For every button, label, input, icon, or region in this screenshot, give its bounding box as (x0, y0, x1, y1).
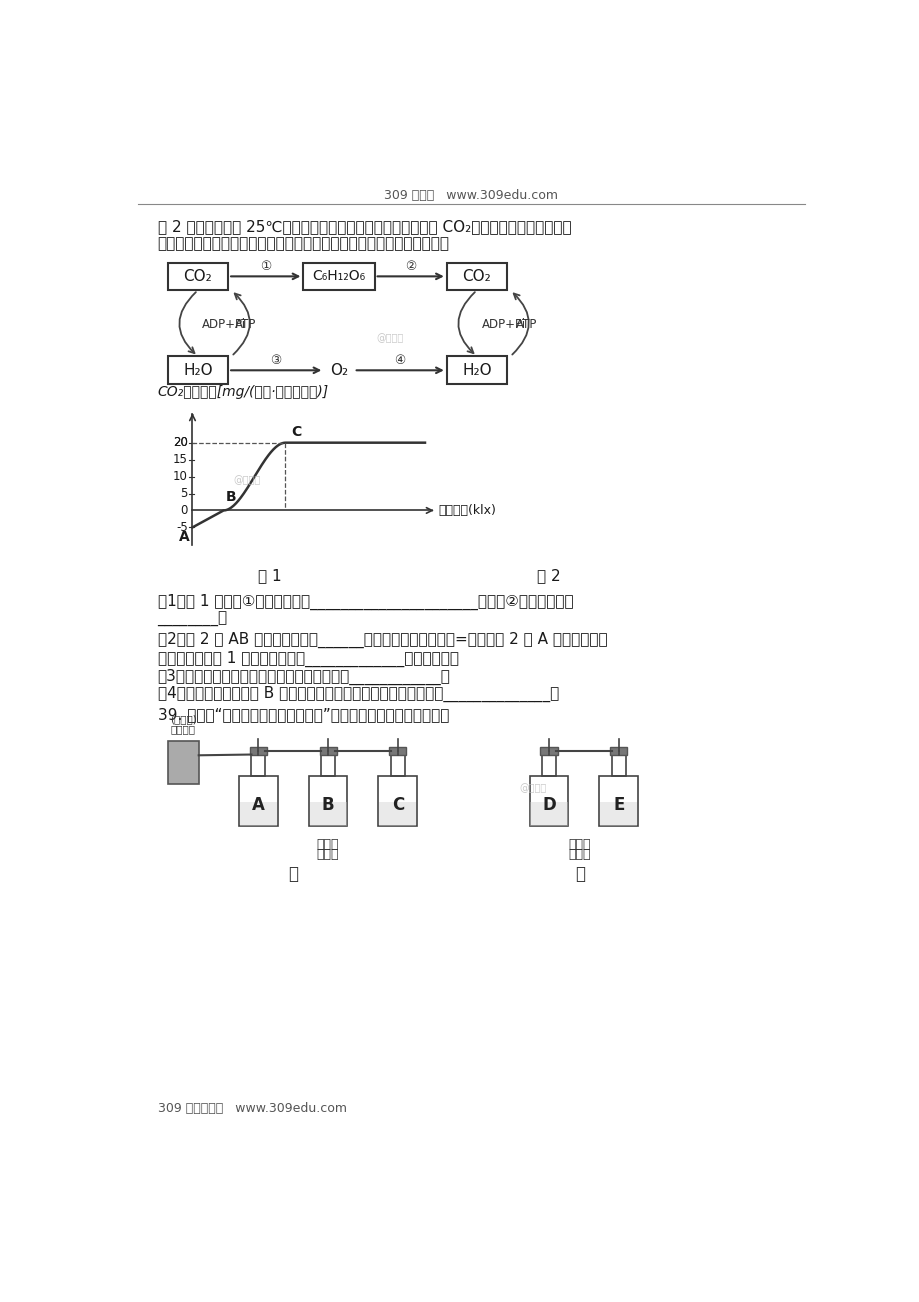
Bar (599, 802, 637, 827)
Text: A: A (178, 530, 189, 544)
Bar (167, 357, 228, 384)
Bar (391, 755, 404, 776)
Bar (319, 747, 336, 755)
Bar (309, 802, 346, 827)
Bar (598, 776, 638, 827)
Text: （2）图 2 中 AB 段表示光合速率______呼吸速率（填＞、＜或=），在图 2 中 A 点的条件下，: （2）图 2 中 AB 段表示光合速率______呼吸速率（填＞、＜或=），在图… (157, 631, 607, 648)
Text: 接橡皮管: 接橡皮管 (171, 724, 196, 734)
Bar (611, 755, 625, 776)
Text: E: E (612, 796, 624, 814)
Text: -5: -5 (176, 521, 187, 534)
Text: （3）光合作用需要的色素分布场所是叶綠体的____________。: （3）光合作用需要的色素分布场所是叶綠体的____________。 (157, 669, 450, 685)
Text: ATP: ATP (235, 318, 256, 331)
Text: 图 2: 图 2 (537, 568, 561, 583)
Text: 图 2 表示该植物在 25℃、不同光照强度下净光合作用速率（用 CO₂吸收速率表示）的变化，: 图 2 表示该植物在 25℃、不同光照强度下净光合作用速率（用 CO₂吸收速率表… (157, 219, 571, 234)
Bar (167, 263, 228, 290)
Text: 甲: 甲 (288, 865, 298, 883)
Text: （1）图 1 中反应①发生的场所是______________________，反应②发生的场所是: （1）图 1 中反应①发生的场所是______________________，… (157, 594, 573, 609)
Bar (309, 776, 347, 827)
Text: 该植物能完成图 1 中的生理过程有_____________（填序号）。: 该植物能完成图 1 中的生理过程有_____________（填序号）。 (157, 651, 459, 667)
Text: @正确云: @正确云 (233, 475, 260, 484)
Text: ①: ① (259, 260, 271, 273)
Text: CO₂: CO₂ (462, 268, 491, 284)
Bar (378, 776, 417, 827)
Bar (529, 776, 568, 827)
Text: CO₂吸收速率[mg/(小时·单位叶面积)]: CO₂吸收速率[mg/(小时·单位叶面积)] (157, 385, 328, 398)
Bar (251, 755, 265, 776)
Text: 乙: 乙 (574, 865, 584, 883)
Text: C: C (291, 424, 301, 439)
Text: 培养液: 培养液 (316, 848, 339, 861)
Text: 培养液: 培养液 (568, 848, 591, 861)
Text: @正确云: @正确云 (376, 333, 403, 344)
Text: C: C (391, 796, 403, 814)
Text: 0: 0 (180, 504, 187, 517)
Text: 酵母菌: 酵母菌 (568, 837, 591, 850)
Text: H₂O: H₂O (183, 363, 212, 378)
Text: 5: 5 (180, 487, 187, 500)
Bar (447, 357, 506, 384)
Text: 光照强度(klx): 光照强度(klx) (437, 504, 495, 517)
Bar (541, 755, 555, 776)
Text: 10: 10 (173, 470, 187, 483)
Text: 309 教育资源库   www.309edu.com: 309 教育资源库 www.309edu.com (157, 1101, 346, 1115)
Bar (530, 802, 567, 827)
Bar (303, 263, 374, 290)
Text: ②: ② (405, 260, 416, 273)
Text: CO₂: CO₂ (184, 268, 212, 284)
Text: 净光合作用速率是指总光合作用速率与呼吸作用速率之差。请据图回答：: 净光合作用速率是指总光合作用速率与呼吸作用速率之差。请据图回答： (157, 237, 449, 251)
Text: ________。: ________。 (157, 612, 228, 628)
Bar (539, 747, 557, 755)
Bar (240, 802, 277, 827)
Text: C₆H₁₂O₆: C₆H₁₂O₆ (312, 270, 365, 284)
Text: @正确云: @正确云 (519, 783, 547, 793)
Text: 图 1: 图 1 (258, 568, 281, 583)
Bar (389, 747, 406, 755)
Text: A: A (252, 796, 265, 814)
Text: O₂: O₂ (330, 363, 347, 378)
Text: H₂O: H₂O (461, 363, 491, 378)
Text: 酵母菌: 酵母菌 (316, 837, 339, 850)
Text: 20: 20 (173, 436, 187, 449)
Text: B: B (322, 796, 335, 814)
Text: 20: 20 (173, 436, 187, 449)
Bar (239, 776, 278, 827)
Text: ADP+Pi: ADP+Pi (481, 318, 525, 331)
Text: B: B (225, 491, 236, 504)
Bar (321, 755, 335, 776)
Text: (充气泵): (充气泵) (170, 715, 197, 724)
Bar (167, 741, 199, 784)
Text: 15: 15 (173, 453, 187, 466)
Bar (250, 747, 267, 755)
Text: ATP: ATP (516, 318, 537, 331)
Text: ③: ③ (270, 354, 281, 367)
Bar (447, 263, 506, 290)
Bar (379, 802, 416, 827)
Text: ADP+Pi: ADP+Pi (201, 318, 245, 331)
Bar (609, 747, 627, 755)
Text: ④: ④ (394, 354, 405, 367)
Text: 39. 如图为“探究酵母菌细胞呼吸方式”的实验装置图，请据图分析：: 39. 如图为“探究酵母菌细胞呼吸方式”的实验装置图，请据图分析： (157, 707, 448, 723)
Text: 309 教育网   www.309edu.com: 309 教育网 www.309edu.com (384, 189, 558, 202)
Text: （4）如该植物白天处于 B 点的光照强度，则该植物能否正常生长：______________。: （4）如该植物白天处于 B 点的光照强度，则该植物能否正常生长：________… (157, 686, 558, 702)
Text: D: D (541, 796, 555, 814)
